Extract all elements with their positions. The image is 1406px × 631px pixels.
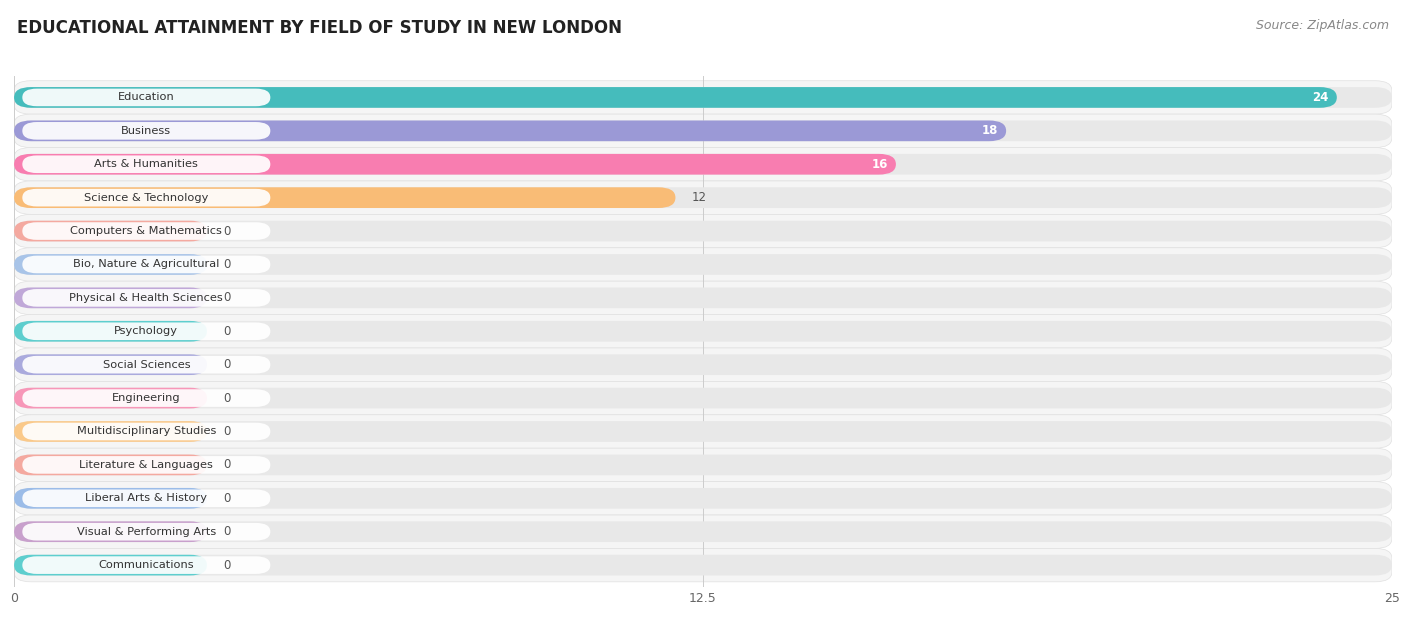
FancyBboxPatch shape bbox=[14, 221, 1392, 242]
FancyBboxPatch shape bbox=[14, 555, 207, 575]
Text: Education: Education bbox=[118, 92, 174, 102]
Text: Arts & Humanities: Arts & Humanities bbox=[94, 159, 198, 169]
FancyBboxPatch shape bbox=[22, 256, 270, 273]
Text: Literature & Languages: Literature & Languages bbox=[79, 460, 214, 470]
FancyBboxPatch shape bbox=[22, 289, 270, 307]
FancyBboxPatch shape bbox=[14, 454, 1392, 475]
Text: 0: 0 bbox=[224, 458, 231, 471]
FancyBboxPatch shape bbox=[14, 288, 1392, 308]
FancyBboxPatch shape bbox=[14, 321, 1392, 341]
FancyBboxPatch shape bbox=[14, 488, 207, 509]
Text: Communications: Communications bbox=[98, 560, 194, 570]
FancyBboxPatch shape bbox=[14, 221, 207, 242]
FancyBboxPatch shape bbox=[14, 381, 1392, 415]
Text: 0: 0 bbox=[224, 358, 231, 371]
FancyBboxPatch shape bbox=[22, 189, 270, 206]
FancyBboxPatch shape bbox=[14, 488, 1392, 509]
FancyBboxPatch shape bbox=[14, 454, 207, 475]
FancyBboxPatch shape bbox=[14, 355, 1392, 375]
FancyBboxPatch shape bbox=[14, 121, 1007, 141]
FancyBboxPatch shape bbox=[14, 515, 1392, 548]
FancyBboxPatch shape bbox=[14, 521, 1392, 542]
Text: Engineering: Engineering bbox=[112, 393, 180, 403]
Text: 16: 16 bbox=[872, 158, 887, 171]
Text: 0: 0 bbox=[224, 425, 231, 438]
FancyBboxPatch shape bbox=[14, 415, 1392, 448]
FancyBboxPatch shape bbox=[14, 288, 207, 308]
FancyBboxPatch shape bbox=[22, 423, 270, 440]
Text: Source: ZipAtlas.com: Source: ZipAtlas.com bbox=[1256, 19, 1389, 32]
FancyBboxPatch shape bbox=[14, 154, 896, 175]
FancyBboxPatch shape bbox=[14, 548, 1392, 582]
Text: Computers & Mathematics: Computers & Mathematics bbox=[70, 226, 222, 236]
Text: 0: 0 bbox=[224, 492, 231, 505]
Text: Psychology: Psychology bbox=[114, 326, 179, 336]
Text: 18: 18 bbox=[981, 124, 998, 138]
FancyBboxPatch shape bbox=[14, 254, 1392, 275]
FancyBboxPatch shape bbox=[14, 481, 1392, 515]
Text: Business: Business bbox=[121, 126, 172, 136]
FancyBboxPatch shape bbox=[14, 355, 207, 375]
Text: Liberal Arts & History: Liberal Arts & History bbox=[86, 493, 207, 504]
FancyBboxPatch shape bbox=[14, 248, 1392, 281]
FancyBboxPatch shape bbox=[22, 557, 270, 574]
FancyBboxPatch shape bbox=[14, 215, 1392, 248]
Text: 0: 0 bbox=[224, 325, 231, 338]
Text: Physical & Health Sciences: Physical & Health Sciences bbox=[69, 293, 224, 303]
FancyBboxPatch shape bbox=[22, 490, 270, 507]
FancyBboxPatch shape bbox=[22, 155, 270, 173]
FancyBboxPatch shape bbox=[14, 87, 1392, 108]
FancyBboxPatch shape bbox=[22, 222, 270, 240]
Text: 0: 0 bbox=[224, 225, 231, 237]
FancyBboxPatch shape bbox=[14, 387, 1392, 408]
FancyBboxPatch shape bbox=[14, 555, 1392, 575]
FancyBboxPatch shape bbox=[14, 87, 1337, 108]
FancyBboxPatch shape bbox=[14, 448, 1392, 481]
FancyBboxPatch shape bbox=[22, 523, 270, 541]
Text: 0: 0 bbox=[224, 292, 231, 304]
Text: Science & Technology: Science & Technology bbox=[84, 192, 208, 203]
FancyBboxPatch shape bbox=[14, 321, 207, 341]
Text: EDUCATIONAL ATTAINMENT BY FIELD OF STUDY IN NEW LONDON: EDUCATIONAL ATTAINMENT BY FIELD OF STUDY… bbox=[17, 19, 621, 37]
FancyBboxPatch shape bbox=[14, 121, 1392, 141]
FancyBboxPatch shape bbox=[14, 187, 675, 208]
FancyBboxPatch shape bbox=[14, 421, 1392, 442]
FancyBboxPatch shape bbox=[14, 315, 1392, 348]
FancyBboxPatch shape bbox=[22, 389, 270, 407]
FancyBboxPatch shape bbox=[14, 187, 1392, 208]
Text: 0: 0 bbox=[224, 525, 231, 538]
FancyBboxPatch shape bbox=[14, 181, 1392, 215]
Text: 0: 0 bbox=[224, 258, 231, 271]
FancyBboxPatch shape bbox=[22, 322, 270, 340]
Text: 12: 12 bbox=[692, 191, 707, 204]
FancyBboxPatch shape bbox=[14, 81, 1392, 114]
FancyBboxPatch shape bbox=[22, 456, 270, 474]
Text: 0: 0 bbox=[224, 392, 231, 404]
FancyBboxPatch shape bbox=[22, 356, 270, 374]
Text: Visual & Performing Arts: Visual & Performing Arts bbox=[77, 527, 217, 537]
FancyBboxPatch shape bbox=[14, 254, 207, 275]
Text: Multidisciplinary Studies: Multidisciplinary Studies bbox=[77, 427, 217, 437]
FancyBboxPatch shape bbox=[14, 348, 1392, 381]
FancyBboxPatch shape bbox=[14, 521, 207, 542]
FancyBboxPatch shape bbox=[22, 88, 270, 106]
Text: Social Sciences: Social Sciences bbox=[103, 360, 190, 370]
FancyBboxPatch shape bbox=[14, 421, 207, 442]
Text: 24: 24 bbox=[1312, 91, 1329, 104]
FancyBboxPatch shape bbox=[14, 154, 1392, 175]
Text: 0: 0 bbox=[224, 558, 231, 572]
FancyBboxPatch shape bbox=[14, 281, 1392, 315]
Text: Bio, Nature & Agricultural: Bio, Nature & Agricultural bbox=[73, 259, 219, 269]
FancyBboxPatch shape bbox=[14, 114, 1392, 148]
FancyBboxPatch shape bbox=[14, 148, 1392, 181]
FancyBboxPatch shape bbox=[14, 387, 207, 408]
FancyBboxPatch shape bbox=[22, 122, 270, 139]
